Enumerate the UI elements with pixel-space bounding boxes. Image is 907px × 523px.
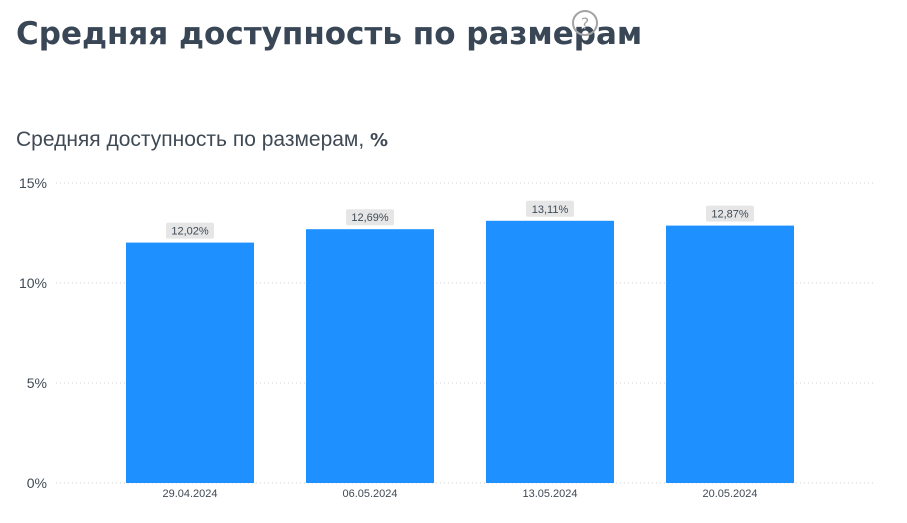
y-tick-label: 15%	[19, 175, 47, 191]
x-tick-label: 06.05.2024	[342, 488, 397, 500]
y-tick-label: 0%	[27, 475, 47, 491]
y-tick-label: 10%	[19, 275, 47, 291]
chart-title: Средняя доступность по размерам, %	[16, 128, 388, 152]
data-label: 12,02%	[171, 226, 209, 238]
chart-title-unit: %	[370, 130, 389, 151]
data-label: 12,87%	[711, 209, 749, 221]
x-tick-label: 20.05.2024	[702, 488, 757, 500]
bar	[666, 225, 794, 483]
x-tick-label: 13.05.2024	[522, 488, 577, 500]
bar	[486, 220, 614, 484]
y-tick-label: 5%	[27, 375, 47, 391]
question-circle-icon[interactable]: ?	[571, 9, 599, 37]
chart-title-text: Средняя доступность по размерам,	[16, 128, 365, 151]
data-label: 12,69%	[351, 212, 389, 224]
data-label-background	[346, 209, 394, 226]
svg-text:?: ?	[581, 14, 590, 33]
bar	[306, 229, 434, 483]
data-label-background	[706, 205, 754, 222]
bar	[126, 242, 254, 483]
data-label-background	[166, 222, 214, 239]
data-label: 13,11%	[532, 204, 569, 216]
page-title: Средняя доступность по размерам	[16, 16, 643, 52]
data-label-background	[526, 200, 574, 217]
x-tick-label: 29.04.2024	[162, 488, 217, 500]
